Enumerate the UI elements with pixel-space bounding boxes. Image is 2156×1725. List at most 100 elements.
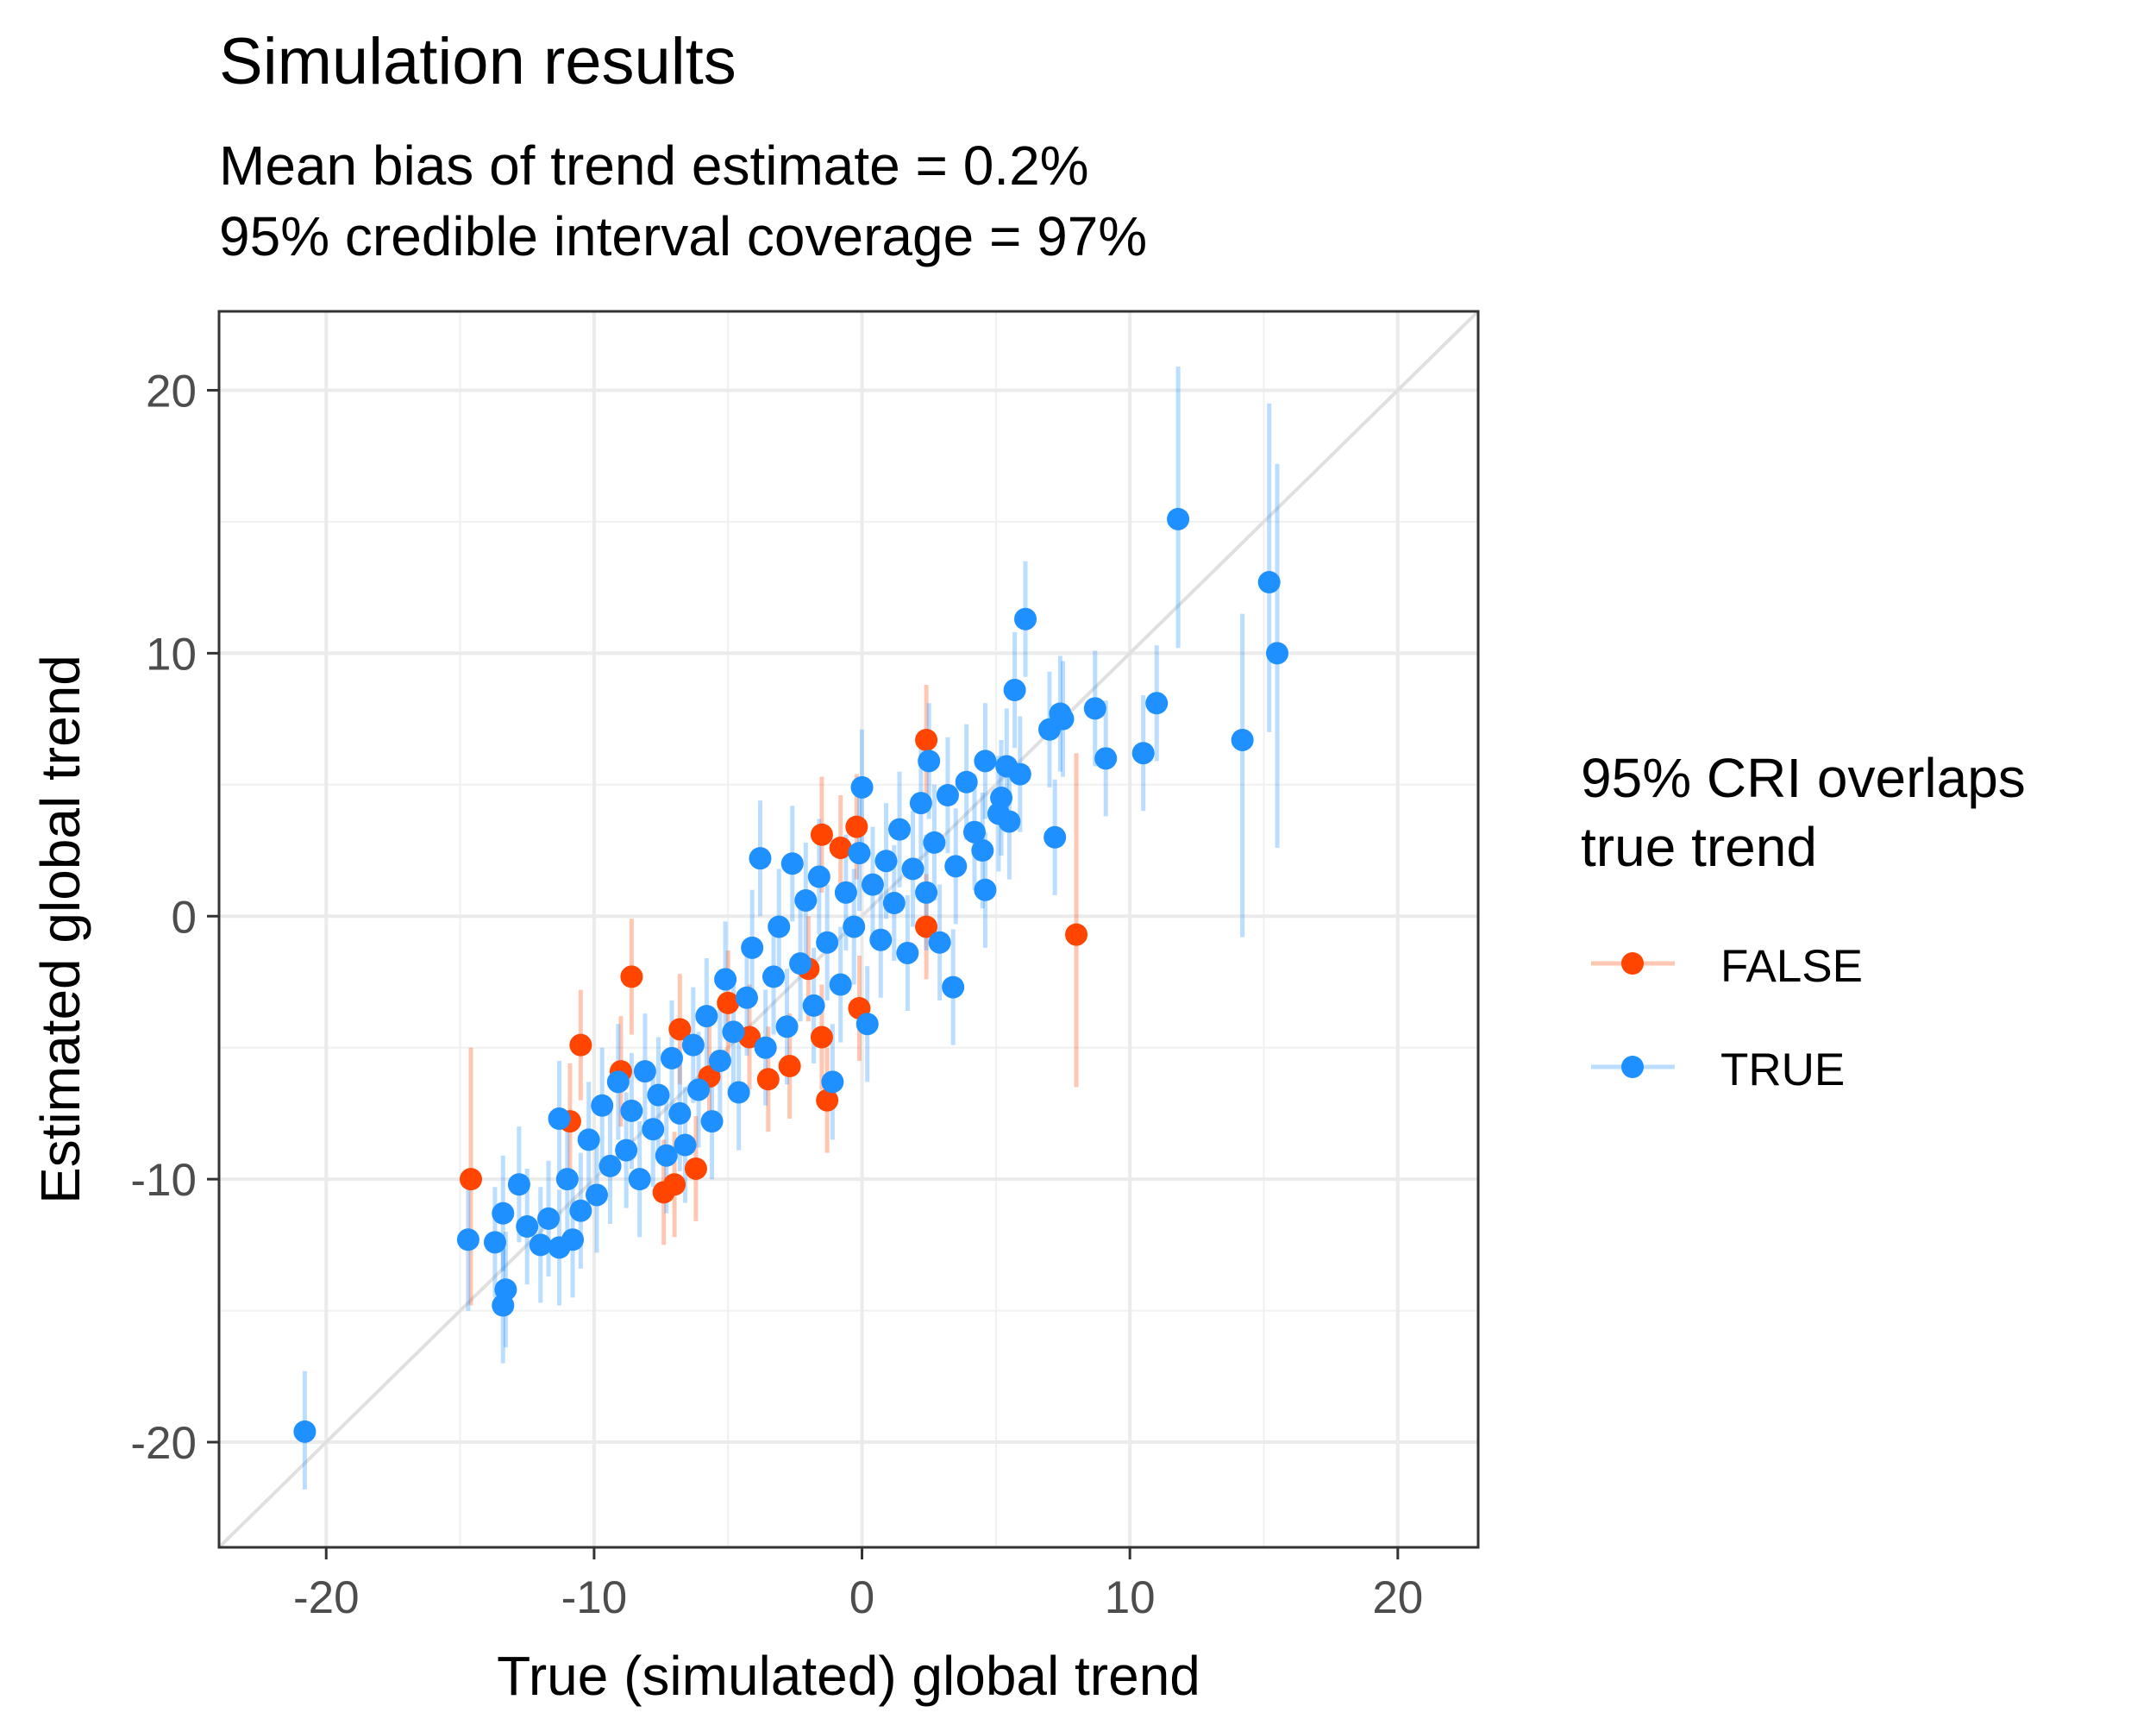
point-true <box>548 1107 571 1131</box>
point-true <box>735 986 758 1009</box>
point-false <box>915 915 938 938</box>
x-tick-label: -20 <box>293 1572 360 1623</box>
point-true <box>963 820 986 844</box>
point-false <box>810 1026 833 1049</box>
point-false <box>816 1088 839 1112</box>
point-true <box>1083 697 1106 720</box>
point-true <box>990 787 1013 810</box>
chart-title: Simulation results <box>219 25 736 98</box>
point-true <box>727 1081 750 1104</box>
point-true <box>695 1005 718 1028</box>
x-tick-label: 0 <box>849 1572 874 1623</box>
panel-border <box>217 310 1480 1549</box>
point-true <box>942 975 965 999</box>
y-tick-label: 10 <box>146 629 197 680</box>
point-true <box>633 1060 656 1083</box>
point-true <box>674 1133 697 1157</box>
legend-label-true: TRUE <box>1720 1044 1846 1095</box>
point-true <box>1051 707 1075 731</box>
point-true <box>789 952 812 975</box>
point-true <box>507 1173 530 1196</box>
point-true <box>936 784 959 807</box>
point-true <box>928 931 951 954</box>
point-true <box>1231 728 1254 751</box>
point-true <box>834 881 857 904</box>
point-true <box>615 1138 638 1162</box>
point-true <box>775 1015 799 1038</box>
point-false <box>915 728 938 751</box>
point-true <box>537 1207 561 1230</box>
y-tick-label: 20 <box>146 366 197 417</box>
point-true <box>955 770 978 794</box>
point-true <box>741 936 764 959</box>
point-true <box>1167 507 1190 530</box>
point-true <box>944 855 968 878</box>
point-true <box>861 873 884 896</box>
legend-title-line-2: true trend <box>1581 816 1817 878</box>
point-true <box>802 994 825 1017</box>
point-false <box>684 1157 707 1180</box>
legend-key-point-false <box>1621 952 1644 975</box>
point-true <box>843 915 866 938</box>
point-true <box>606 1070 630 1094</box>
point-true <box>529 1233 552 1257</box>
point-true <box>768 915 791 938</box>
legend-key-point-true <box>1621 1056 1644 1078</box>
point-true <box>722 1020 745 1044</box>
x-tick-label: 10 <box>1105 1572 1156 1623</box>
point-true <box>586 1183 608 1207</box>
x-axis-title: True (simulated) global trend <box>497 1645 1200 1707</box>
legend-title-line-1: 95% CRI overlaps <box>1581 747 2026 809</box>
point-true <box>918 750 941 773</box>
point-false <box>620 965 643 988</box>
point-true <box>591 1094 614 1117</box>
point-true <box>974 750 997 773</box>
point-true <box>901 857 924 881</box>
point-true <box>1014 607 1037 630</box>
point-true <box>483 1231 506 1254</box>
point-true <box>516 1215 539 1239</box>
point-false <box>663 1173 686 1196</box>
point-false <box>845 815 868 838</box>
point-true <box>714 968 737 991</box>
point-true <box>896 941 919 964</box>
point-true <box>655 1144 678 1167</box>
point-false <box>829 836 852 859</box>
point-true <box>874 850 898 873</box>
point-true <box>909 792 932 815</box>
point-true <box>749 847 772 870</box>
point-true <box>869 928 893 951</box>
point-true <box>456 1228 479 1251</box>
point-true <box>555 1168 579 1191</box>
point-true <box>821 1070 844 1094</box>
point-true <box>816 931 839 954</box>
point-true <box>829 973 852 996</box>
point-true <box>888 818 912 841</box>
y-tick-label: -20 <box>130 1418 197 1469</box>
point-true <box>1003 679 1026 702</box>
point-true <box>848 842 871 865</box>
y-axis-title: Estimated global trend <box>29 655 91 1204</box>
point-false <box>717 991 740 1014</box>
point-false <box>756 1068 780 1091</box>
point-true <box>492 1201 515 1225</box>
point-false <box>460 1168 482 1191</box>
point-true <box>1008 762 1031 786</box>
point-false <box>1065 923 1088 946</box>
point-true <box>794 888 818 912</box>
point-true <box>599 1154 622 1177</box>
point-false <box>778 1055 801 1078</box>
point-true <box>850 775 874 799</box>
point-true <box>807 865 830 888</box>
point-false <box>810 823 833 846</box>
point-true <box>293 1420 317 1443</box>
point-true <box>754 1036 777 1059</box>
point-true <box>708 1049 731 1072</box>
point-true <box>687 1078 711 1101</box>
point-true <box>974 878 997 901</box>
point-true <box>780 852 804 875</box>
y-tick-label: 0 <box>172 892 197 943</box>
point-true <box>1257 571 1281 594</box>
point-true <box>647 1083 670 1107</box>
